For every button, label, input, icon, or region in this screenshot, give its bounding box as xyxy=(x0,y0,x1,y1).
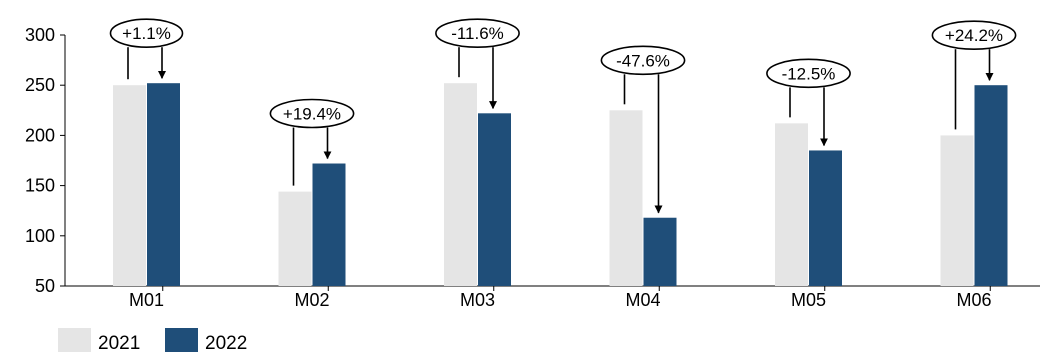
y-tick-label: 150 xyxy=(25,176,55,196)
y-tick-label: 100 xyxy=(25,226,55,246)
annotations: +1.1% +19.4% -11.6% -47.6% -12.5% +24.2% xyxy=(109,18,1017,214)
annotation-label: -12.5% xyxy=(782,64,836,83)
annotation-label: +1.1% xyxy=(122,24,171,43)
bar-2022-M03 xyxy=(478,113,511,286)
y-tick-label: 300 xyxy=(25,25,55,45)
legend-label: 2021 xyxy=(98,333,140,352)
legend-swatch xyxy=(165,328,198,352)
bar-2022-M01 xyxy=(147,83,180,286)
legend: 2021 2022 xyxy=(58,328,247,352)
bar-2022-M04 xyxy=(643,217,677,286)
bar-2021-M04 xyxy=(609,110,643,286)
bars: M01 M02 M03 M04 M05 M06 xyxy=(113,83,1008,310)
x-tick-label: M03 xyxy=(460,290,495,310)
annotation-bubble xyxy=(600,45,686,76)
x-tick-label: M05 xyxy=(791,290,826,310)
annotation-bubble xyxy=(269,98,355,129)
annotation-label: -47.6% xyxy=(616,51,670,70)
bar-2022-M02 xyxy=(312,163,346,286)
y-tick-label: 250 xyxy=(25,75,55,95)
legend-swatch xyxy=(58,328,91,352)
legend-label: 2022 xyxy=(205,333,247,352)
annotation-label: +19.4% xyxy=(283,105,341,124)
x-tick-label: M01 xyxy=(129,290,164,310)
bar-2021-M05 xyxy=(775,123,808,287)
y-tick-label: 200 xyxy=(25,125,55,145)
annotation-bubble xyxy=(109,18,184,48)
annotation-bubble xyxy=(931,20,1017,51)
annotation-bubble xyxy=(766,58,851,89)
bar-2021-M02 xyxy=(278,191,312,286)
annotation-label: -11.6% xyxy=(451,24,504,43)
bar-2021-M06 xyxy=(940,135,974,286)
bar-2021-M03 xyxy=(444,83,477,286)
annotation-label: +24.2% xyxy=(945,26,1003,45)
axes: 50 100 150 200 250 300 xyxy=(25,25,1040,296)
x-tick-label: M04 xyxy=(625,290,660,310)
y-tick-label: 50 xyxy=(35,276,55,296)
x-tick-label: M06 xyxy=(956,290,991,310)
bar-2021-M01 xyxy=(113,85,146,286)
bar-2022-M06 xyxy=(974,85,1008,286)
annotation-bubble xyxy=(435,18,520,48)
bar-2022-M05 xyxy=(809,150,842,286)
x-tick-label: M02 xyxy=(294,290,329,310)
